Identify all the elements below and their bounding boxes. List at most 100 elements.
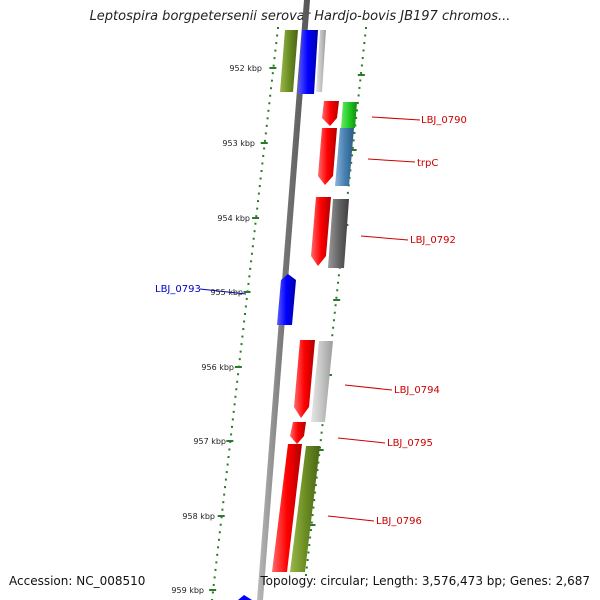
gene-red-f [272, 444, 302, 572]
outer-ring-dot [234, 395, 237, 398]
gene-olive-top [280, 30, 298, 92]
outer-ring-dot [267, 109, 270, 112]
outer-ring-dot [252, 237, 255, 240]
outer-ring-dot [248, 275, 251, 278]
inner-ring-dot [365, 27, 367, 29]
inner-ring-dot [356, 101, 359, 104]
inner-ring-dot [363, 41, 366, 44]
outer-ring-dot [253, 230, 256, 233]
leader-lbj-0795 [337, 437, 386, 444]
inner-ring-dot [352, 139, 355, 142]
outer-ring-dot [215, 561, 218, 564]
inner-ring-dot [333, 311, 336, 314]
inner-ring-dot [350, 161, 353, 164]
inner-ring-dot [351, 154, 354, 157]
outer-ring-dot [213, 576, 216, 579]
leader-lbj-0794 [344, 384, 393, 391]
leader-lines [199, 116, 421, 522]
inner-ring-dot [309, 529, 312, 532]
inner-ring-dot [314, 491, 317, 494]
outer-ring-dot [250, 252, 253, 255]
gene-light [311, 341, 333, 422]
outer-ring-dot [225, 471, 228, 474]
inner-ring-dot [310, 521, 313, 524]
inner-ring-dot [314, 484, 317, 487]
outer-ring-dot [221, 508, 224, 511]
outer-ring-dot [251, 245, 254, 248]
gene-olive-bottom [290, 446, 320, 572]
outer-ring-dot [237, 373, 240, 376]
gene-label-lbj-0796: LBJ_0796 [376, 516, 422, 527]
tick-label-956: 956 kbp [201, 363, 234, 372]
inner-ring-dot [318, 454, 321, 457]
inner-ring-dot [332, 326, 335, 329]
outer-ring-dot [273, 57, 276, 60]
inner-ring-dot [321, 424, 324, 427]
outer-ring-dot [232, 410, 235, 413]
gene-red-a [322, 101, 339, 126]
outer-ring-dot [230, 433, 233, 436]
outer-ring-dot [256, 207, 259, 210]
inner-ring-dot [316, 469, 319, 472]
gene-red-c [311, 197, 331, 266]
tick-label-955: 955 kbp [210, 288, 243, 297]
inner-ring-dot [353, 131, 356, 134]
inner-ring-dot [305, 574, 307, 576]
gene-blue-bottom [238, 595, 252, 600]
inner-ring-dot [305, 566, 308, 569]
outer-ring-dot [263, 147, 266, 150]
gene-label-lbj-0794: LBJ_0794 [394, 385, 440, 396]
inner-ring-dot [309, 536, 312, 539]
outer-ring-dot [222, 501, 225, 504]
outer-ring-dot [217, 538, 220, 541]
outer-ring-dot [260, 170, 263, 172]
inner-ring-dot [319, 439, 322, 442]
outer-ring-dot [244, 305, 247, 308]
tick-label-957: 957 kbp [193, 437, 226, 446]
inner-ring-dot [336, 289, 339, 292]
outer-ring-dot [274, 49, 277, 52]
outer-ring-dot [235, 388, 238, 391]
inner-ring-dot [334, 304, 337, 307]
gene-steel [335, 128, 354, 186]
outer-ring-dot [266, 117, 269, 120]
outer-ring-dot [271, 72, 274, 75]
accession-text: Accession: NC_008510 [9, 574, 146, 588]
outer-ring-dot [223, 493, 226, 496]
inner-ring-dot [320, 431, 323, 434]
inner-ring-dot [315, 476, 318, 479]
inner-ring-dot [361, 56, 364, 59]
inner-ring-dot [317, 461, 320, 464]
outer-ring-dot [243, 320, 246, 323]
outer-ring-dot [224, 486, 227, 489]
inner-ring-dot [349, 169, 352, 172]
outer-ring-dot [258, 185, 261, 188]
topology-text: Topology: circular; Length: 3,576,473 bp… [260, 574, 590, 588]
tick-label-958: 958 kbp [182, 512, 215, 521]
gene-label-lbj-0793: LBJ_0793 [155, 284, 201, 295]
gene-dark [328, 199, 349, 268]
leader-lbj-0790 [371, 116, 421, 121]
outer-ring-dot [264, 132, 267, 135]
inner-ring-dot [311, 514, 314, 517]
outer-ring-dot [212, 583, 215, 586]
outer-ring-dot [238, 358, 241, 361]
outer-ring-dot [236, 380, 239, 383]
outer-ring-dot [257, 200, 260, 203]
gene-red-e [290, 422, 306, 444]
outer-ring-dot [270, 87, 273, 90]
outer-ring-dot [254, 222, 257, 225]
outer-ring-dot [262, 154, 265, 157]
outer-ring-dot [219, 523, 222, 526]
tick-label-959: 959 kbp [171, 586, 204, 595]
outer-ring-dot [272, 64, 275, 67]
outer-ring-dot [211, 591, 214, 594]
gene-red-b [318, 128, 337, 185]
inner-ring-dot [354, 124, 357, 127]
gene-label-lbj-0795: LBJ_0795 [387, 438, 433, 449]
inner-ring-dot [351, 146, 354, 149]
outer-ring-dot [244, 313, 246, 315]
inner-ring-dot [358, 86, 361, 89]
inner-ring-dot [364, 34, 367, 37]
